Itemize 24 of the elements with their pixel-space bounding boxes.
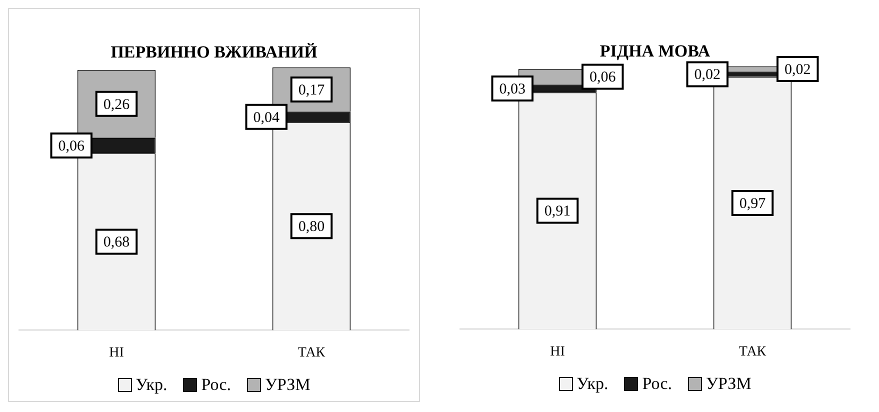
data-label: 0,02 bbox=[694, 67, 720, 84]
data-label: 0,17 bbox=[298, 82, 326, 98]
data-label: 0,91 bbox=[544, 204, 571, 220]
text: Укр. bbox=[136, 375, 168, 395]
data-label: 0,02 bbox=[784, 62, 811, 78]
legend-label: Рос. bbox=[201, 375, 231, 395]
chart-title: ПЕРВИННО ВЖИВАНИЙ bbox=[110, 42, 318, 62]
text: Укр. bbox=[576, 374, 608, 394]
data-label: 0,68 bbox=[103, 234, 130, 251]
data-label: 0,04 bbox=[253, 110, 280, 126]
legend-label: Рос. bbox=[642, 374, 672, 394]
chart-title: РІДНА МОВА bbox=[600, 42, 711, 61]
x-tick-label: ТАК bbox=[298, 345, 326, 360]
data-label: 0,06 bbox=[58, 138, 85, 154]
x-tick-label: НІ bbox=[109, 345, 124, 360]
legend-label: УРЗМ bbox=[264, 375, 310, 395]
x-tick-label: ТАК bbox=[738, 344, 767, 360]
x-tick-label: НІ bbox=[550, 344, 566, 360]
data-label: 0,97 bbox=[739, 196, 766, 212]
data-label: 0,06 bbox=[590, 70, 616, 86]
data-label: 0,80 bbox=[298, 219, 325, 236]
data-label: 0,26 bbox=[103, 96, 130, 113]
legend-label: УРЗМ bbox=[706, 374, 752, 394]
data-label: 0,03 bbox=[499, 81, 526, 98]
